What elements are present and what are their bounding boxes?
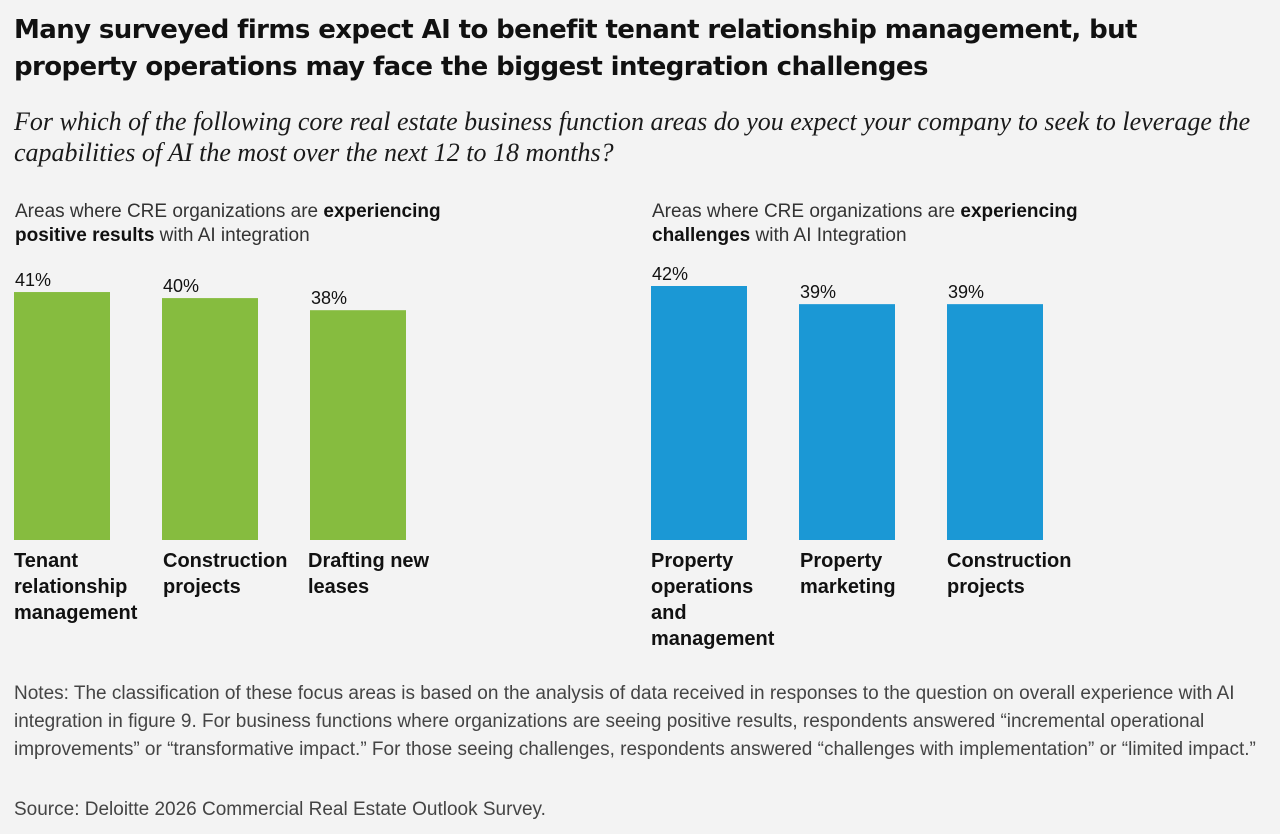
chart-notes: Notes: The classification of these focus… (14, 683, 1256, 760)
category-label: Construction projects (163, 550, 288, 598)
challenges-subtitle: Areas where CRE organizations are experi… (652, 200, 1092, 248)
subtitle-emphasis: experiencing positive results (15, 201, 441, 246)
subtitle-tail: with AI Integration (750, 225, 907, 246)
category-label: Construction projects (947, 550, 1072, 598)
bar-value-label: 42% (652, 264, 688, 284)
bar-2 (799, 304, 895, 540)
positive-results-subtitle: Areas where CRE organizations are experi… (15, 200, 455, 248)
subtitle-lead: Areas where CRE organizations are (652, 201, 961, 222)
challenges-panel: Areas where CRE organizations are experi… (651, 200, 1092, 650)
category-label: Property operations and management (651, 550, 775, 650)
challenges-bar-chart: 42% 39% 39% (651, 264, 1043, 540)
bar-value-label: 38% (311, 288, 347, 308)
bar-value-label: 41% (15, 270, 51, 290)
survey-question: For which of the following core real est… (14, 107, 1251, 167)
bar-value-label: 39% (948, 282, 984, 302)
positive-results-panel: Areas where CRE organizations are experi… (14, 200, 454, 640)
subtitle-lead: Areas where CRE organizations are (15, 201, 324, 222)
bar-value-label: 39% (800, 282, 836, 302)
bar-3 (310, 310, 406, 540)
category-label: Tenant relationship management (14, 550, 138, 624)
chart-headline: Many surveyed firms expect AI to benefit… (14, 15, 1137, 82)
positive-results-bar-chart: 41% 40% 38% (14, 270, 406, 540)
bar-1 (14, 292, 110, 540)
subtitle-tail: with AI integration (154, 225, 310, 246)
bar-2 (162, 298, 258, 540)
bar-value-label: 40% (163, 276, 199, 296)
positive-results-plot: 41% 40% 38% (14, 260, 454, 540)
challenges-plot: 42% 39% 39% (651, 260, 1091, 540)
subtitle-emphasis: experiencing challenges (652, 201, 1078, 246)
chart-source: Source: Deloitte 2026 Commercial Real Es… (14, 799, 546, 820)
category-label: Drafting new leases (308, 550, 430, 598)
bar-1 (651, 286, 747, 540)
category-label: Property marketing (800, 550, 896, 598)
bar-3 (947, 304, 1043, 540)
